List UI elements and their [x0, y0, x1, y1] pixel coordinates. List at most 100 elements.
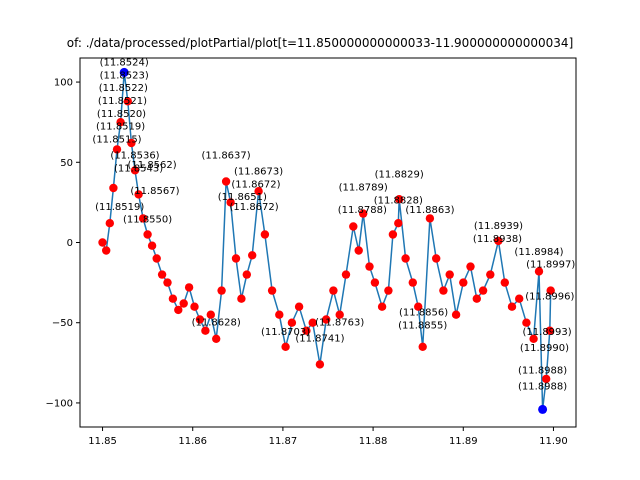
data-point — [195, 315, 205, 324]
data-point — [98, 238, 107, 247]
data-point — [472, 294, 481, 303]
x-tick-label: 11.90 — [539, 436, 568, 447]
point-annotation: (11.8856) — [399, 308, 448, 319]
point-annotation: (11.8536) — [110, 151, 159, 162]
data-point — [308, 318, 317, 327]
data-point — [349, 222, 358, 231]
y-tick-label: −50 — [52, 318, 73, 329]
data-point — [206, 310, 215, 319]
data-point — [190, 302, 199, 311]
point-annotation: (11.8863) — [405, 205, 454, 216]
point-annotation: (11.8673) — [234, 167, 283, 178]
point-annotation: (11.8521) — [98, 96, 147, 107]
data-point — [184, 283, 194, 292]
extremum-point — [538, 404, 548, 414]
data-point — [529, 334, 538, 343]
data-point — [281, 342, 290, 351]
point-annotation: (11.8550) — [123, 215, 172, 226]
data-point — [377, 302, 387, 311]
data-point — [359, 209, 368, 218]
x-tick-label: 11.89 — [449, 436, 478, 447]
data-point — [432, 254, 441, 263]
point-annotation: (11.8522) — [99, 83, 148, 94]
data-point — [414, 302, 423, 311]
data-point — [451, 310, 461, 319]
x-tick-label: 11.87 — [269, 436, 298, 447]
point-annotation: (11.8984) — [514, 247, 563, 258]
data-point — [335, 310, 344, 319]
point-annotation: (11.8520) — [97, 109, 146, 120]
data-point — [545, 326, 554, 335]
data-point — [152, 254, 161, 263]
data-point — [127, 138, 136, 148]
data-point — [138, 214, 148, 223]
data-point — [370, 278, 380, 287]
data-point — [130, 166, 140, 175]
data-point — [394, 219, 403, 228]
data-point — [302, 326, 311, 335]
data-point — [168, 294, 178, 303]
point-annotation: (11.8828) — [374, 195, 423, 206]
data-point — [143, 230, 152, 239]
y-axis: −100 −50 0 50 100 — [46, 78, 80, 409]
data-point — [439, 286, 448, 295]
data-point — [478, 286, 488, 295]
x-tick-label: 11.86 — [178, 436, 207, 447]
data-point — [217, 286, 226, 295]
data-point — [260, 230, 270, 239]
data-point — [546, 286, 555, 295]
data-point — [163, 278, 172, 287]
chart-title: of: ./data/processed/plotPartial/plot[t=… — [67, 36, 574, 50]
y-tick-label: −100 — [46, 398, 73, 409]
point-annotation: (11.8628) — [192, 317, 241, 328]
data-point — [515, 294, 524, 303]
data-point — [221, 177, 231, 186]
x-axis: 11.85 11.86 11.87 11.88 11.89 11.90 — [88, 427, 568, 447]
data-point — [294, 302, 304, 311]
y-tick-label: 50 — [60, 158, 73, 169]
data-point — [287, 318, 297, 327]
data-point — [542, 374, 551, 384]
point-annotation: (11.8741) — [295, 333, 344, 344]
y-tick-label: 0 — [67, 238, 73, 249]
data-point — [102, 246, 111, 255]
point-annotation: (11.8829) — [375, 170, 424, 181]
data-point — [254, 187, 263, 196]
point-annotation: (11.8637) — [202, 151, 251, 162]
data-point — [112, 145, 122, 154]
data-point — [267, 286, 277, 295]
data-point — [445, 270, 454, 279]
data-point — [466, 262, 475, 271]
point-annotation: (11.8519) — [95, 202, 144, 213]
point-annotation: (11.8562) — [128, 160, 177, 171]
data-point — [116, 118, 125, 127]
data-point — [179, 299, 188, 308]
data-point — [109, 183, 118, 193]
point-annotation: (11.8515) — [92, 134, 141, 145]
data-point — [315, 360, 325, 369]
point-annotation: (11.8938) — [473, 234, 522, 245]
data-point — [242, 270, 251, 279]
point-annotation: (11.8567) — [130, 186, 179, 197]
point-annotation: (11.8703) — [261, 327, 310, 338]
point-annotation: (11.8996) — [525, 292, 574, 303]
data-point — [388, 230, 398, 239]
data-point — [500, 278, 509, 287]
data-point — [534, 267, 544, 276]
point-annotation: (11.8990) — [520, 343, 569, 354]
data-point — [459, 278, 468, 287]
data-point — [123, 97, 132, 106]
x-tick-label: 11.88 — [359, 436, 388, 447]
point-annotation: (11.8523) — [100, 70, 149, 81]
data-point — [226, 198, 235, 207]
data-point — [147, 241, 157, 250]
data-point — [248, 251, 257, 260]
y-tick-label: 100 — [54, 78, 73, 89]
data-point — [354, 246, 363, 255]
data-point — [275, 310, 284, 319]
point-annotation: (11.8788) — [338, 205, 387, 216]
point-annotation: (11.8789) — [339, 183, 388, 194]
data-point — [322, 315, 331, 324]
x-tick-label: 11.85 — [88, 436, 117, 447]
